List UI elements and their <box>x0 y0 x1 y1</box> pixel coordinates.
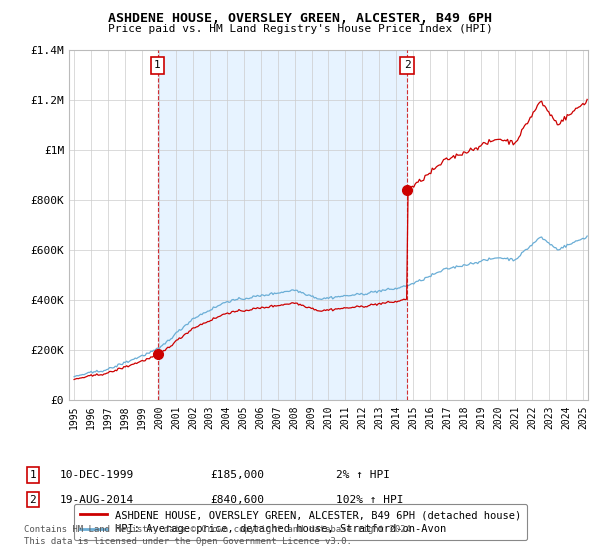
Text: 2% ↑ HPI: 2% ↑ HPI <box>336 470 390 480</box>
Text: £840,600: £840,600 <box>210 494 264 505</box>
Text: Price paid vs. HM Land Registry's House Price Index (HPI): Price paid vs. HM Land Registry's House … <box>107 24 493 34</box>
Text: 1: 1 <box>29 470 37 480</box>
Text: 10-DEC-1999: 10-DEC-1999 <box>60 470 134 480</box>
Text: 19-AUG-2014: 19-AUG-2014 <box>60 494 134 505</box>
Text: 102% ↑ HPI: 102% ↑ HPI <box>336 494 404 505</box>
Bar <box>158 50 407 400</box>
Text: ASHDENE HOUSE, OVERSLEY GREEN, ALCESTER, B49 6PH: ASHDENE HOUSE, OVERSLEY GREEN, ALCESTER,… <box>108 12 492 25</box>
Text: This data is licensed under the Open Government Licence v3.0.: This data is licensed under the Open Gov… <box>24 537 352 546</box>
Text: Contains HM Land Registry data © Crown copyright and database right 2024.: Contains HM Land Registry data © Crown c… <box>24 525 416 534</box>
Text: 2: 2 <box>404 60 410 71</box>
Text: 2: 2 <box>29 494 37 505</box>
Legend: ASHDENE HOUSE, OVERSLEY GREEN, ALCESTER, B49 6PH (detached house), HPI: Average : ASHDENE HOUSE, OVERSLEY GREEN, ALCESTER,… <box>74 504 527 540</box>
Text: £185,000: £185,000 <box>210 470 264 480</box>
Text: 1: 1 <box>154 60 161 71</box>
